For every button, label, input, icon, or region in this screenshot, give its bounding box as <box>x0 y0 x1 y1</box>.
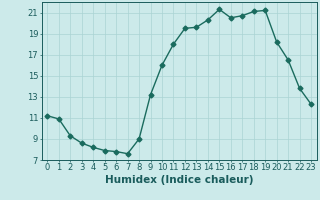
X-axis label: Humidex (Indice chaleur): Humidex (Indice chaleur) <box>105 175 253 185</box>
